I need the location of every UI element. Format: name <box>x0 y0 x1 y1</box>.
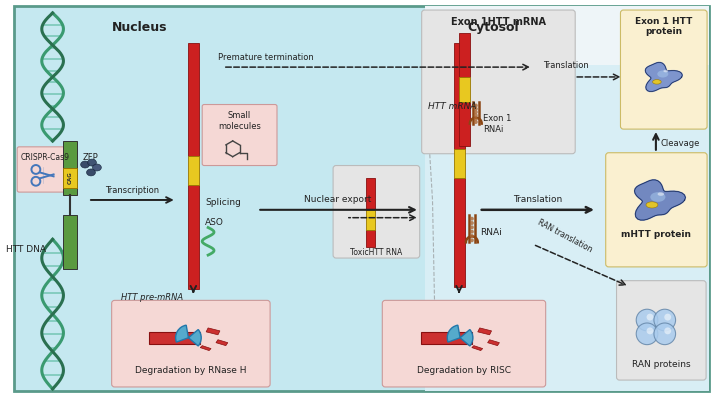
Text: HTT pre-mRNA: HTT pre-mRNA <box>121 293 183 303</box>
Ellipse shape <box>88 159 96 166</box>
Text: Exon 1HTT mRNA: Exon 1HTT mRNA <box>451 17 546 27</box>
Ellipse shape <box>664 70 668 72</box>
Polygon shape <box>200 346 211 351</box>
Bar <box>189 156 199 185</box>
Ellipse shape <box>650 192 666 202</box>
Bar <box>459 77 470 102</box>
Circle shape <box>473 114 478 118</box>
Text: mHTT protein: mHTT protein <box>621 230 691 239</box>
Circle shape <box>654 323 676 345</box>
FancyBboxPatch shape <box>617 281 706 380</box>
Text: HTT mRNA: HTT mRNA <box>428 102 476 110</box>
Ellipse shape <box>646 202 658 208</box>
FancyBboxPatch shape <box>112 301 270 387</box>
Circle shape <box>470 230 473 234</box>
FancyBboxPatch shape <box>382 301 545 387</box>
Text: Translation: Translation <box>513 195 562 204</box>
Circle shape <box>470 225 473 229</box>
Bar <box>454 149 465 178</box>
FancyBboxPatch shape <box>606 153 707 267</box>
Text: RAN translation: RAN translation <box>535 218 593 254</box>
Polygon shape <box>634 180 686 220</box>
Polygon shape <box>472 346 483 351</box>
Circle shape <box>470 238 473 242</box>
Polygon shape <box>216 340 228 346</box>
Circle shape <box>470 221 473 225</box>
Bar <box>189 185 199 289</box>
Circle shape <box>473 120 478 124</box>
Text: Degradation by RISC: Degradation by RISC <box>417 366 511 375</box>
Text: Exon 1
RNAi: Exon 1 RNAi <box>483 114 511 134</box>
Ellipse shape <box>658 192 664 196</box>
Text: Cytosol: Cytosol <box>468 21 519 34</box>
FancyBboxPatch shape <box>202 104 277 166</box>
FancyBboxPatch shape <box>422 10 575 154</box>
Text: RAN proteins: RAN proteins <box>632 360 690 369</box>
Text: Transcription: Transcription <box>105 186 159 195</box>
Wedge shape <box>176 325 189 342</box>
Circle shape <box>473 107 478 111</box>
Polygon shape <box>478 328 491 335</box>
Bar <box>454 178 465 287</box>
Ellipse shape <box>653 80 661 84</box>
Wedge shape <box>189 330 201 346</box>
Text: Translation: Translation <box>543 61 589 70</box>
Bar <box>424 6 709 65</box>
Circle shape <box>637 309 658 331</box>
Text: Small
molecules: Small molecules <box>218 112 261 131</box>
Text: HTT DNA: HTT DNA <box>6 245 46 254</box>
Text: Splicing: Splicing <box>205 198 241 207</box>
Bar <box>365 210 375 229</box>
Text: Nucleus: Nucleus <box>112 21 167 34</box>
Text: Premature termination: Premature termination <box>218 53 314 62</box>
Text: RNAi: RNAi <box>480 227 501 237</box>
Text: Degradation by RNase H: Degradation by RNase H <box>135 366 246 375</box>
Bar <box>63 141 77 195</box>
Circle shape <box>654 309 676 331</box>
Text: ASO: ASO <box>205 218 224 227</box>
Ellipse shape <box>87 169 95 176</box>
Circle shape <box>664 314 671 320</box>
Bar <box>189 42 199 156</box>
Wedge shape <box>447 325 460 342</box>
Polygon shape <box>645 62 682 91</box>
Text: CAG: CAG <box>68 171 73 184</box>
Bar <box>365 229 375 247</box>
Bar <box>459 33 470 77</box>
Circle shape <box>473 104 478 108</box>
Text: CRISPR-Cas9: CRISPR-Cas9 <box>21 153 70 162</box>
Circle shape <box>646 314 654 320</box>
Ellipse shape <box>657 71 669 77</box>
Ellipse shape <box>80 161 90 168</box>
Circle shape <box>473 117 478 121</box>
Bar <box>454 42 465 149</box>
Text: Exon 1 HTT
protein: Exon 1 HTT protein <box>635 17 693 36</box>
Text: ToxicHTT RNA: ToxicHTT RNA <box>350 248 402 257</box>
Polygon shape <box>206 328 220 335</box>
Wedge shape <box>460 330 473 346</box>
Polygon shape <box>488 340 499 346</box>
Circle shape <box>470 234 473 238</box>
Circle shape <box>470 217 473 221</box>
Bar <box>421 332 472 344</box>
Ellipse shape <box>93 164 101 171</box>
Bar <box>63 215 77 269</box>
Circle shape <box>637 323 658 345</box>
Bar <box>459 102 470 146</box>
Circle shape <box>664 328 671 334</box>
Bar <box>365 178 375 210</box>
Text: ZFP: ZFP <box>82 153 98 162</box>
FancyBboxPatch shape <box>620 10 707 129</box>
FancyBboxPatch shape <box>333 166 419 258</box>
FancyBboxPatch shape <box>17 147 75 192</box>
Circle shape <box>646 328 654 334</box>
Text: Cleavage: Cleavage <box>661 139 700 148</box>
Bar <box>149 332 200 344</box>
Text: Nuclear export: Nuclear export <box>304 195 372 204</box>
Bar <box>63 168 77 188</box>
Bar <box>424 6 709 391</box>
Circle shape <box>473 110 478 114</box>
